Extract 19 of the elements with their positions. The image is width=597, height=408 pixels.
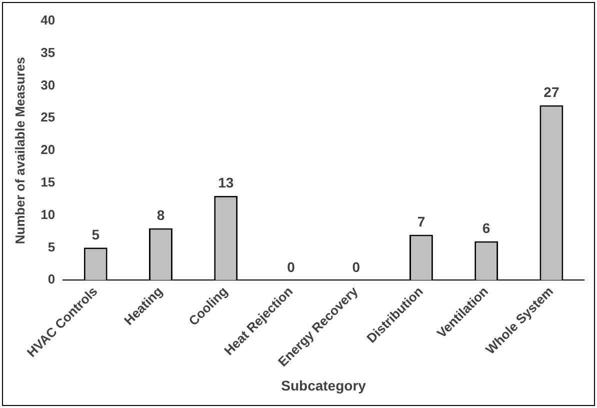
y-axis-title: Number of available Measures xyxy=(12,56,28,244)
data-label: 0 xyxy=(287,258,296,275)
y-tick-label: 35 xyxy=(40,44,56,60)
y-tick-label: 25 xyxy=(40,110,56,125)
y-tick-label: 15 xyxy=(40,174,56,190)
data-label: 7 xyxy=(417,214,426,230)
data-label: 13 xyxy=(218,174,234,191)
x-axis-title: Subcategory xyxy=(281,377,366,394)
y-tick-label: 30 xyxy=(40,77,56,92)
y-tick-label: 10 xyxy=(40,206,56,222)
y-tick-label: 0 xyxy=(48,272,56,287)
data-label: 5 xyxy=(92,226,100,243)
data-label: 27 xyxy=(544,84,560,100)
y-tick-label: 40 xyxy=(40,12,56,28)
data-label: 8 xyxy=(156,207,165,224)
y-tick-label: 5 xyxy=(48,239,56,254)
data-label: 0 xyxy=(352,258,360,275)
y-tick-label: 20 xyxy=(40,142,56,158)
data-label: 6 xyxy=(482,220,490,236)
